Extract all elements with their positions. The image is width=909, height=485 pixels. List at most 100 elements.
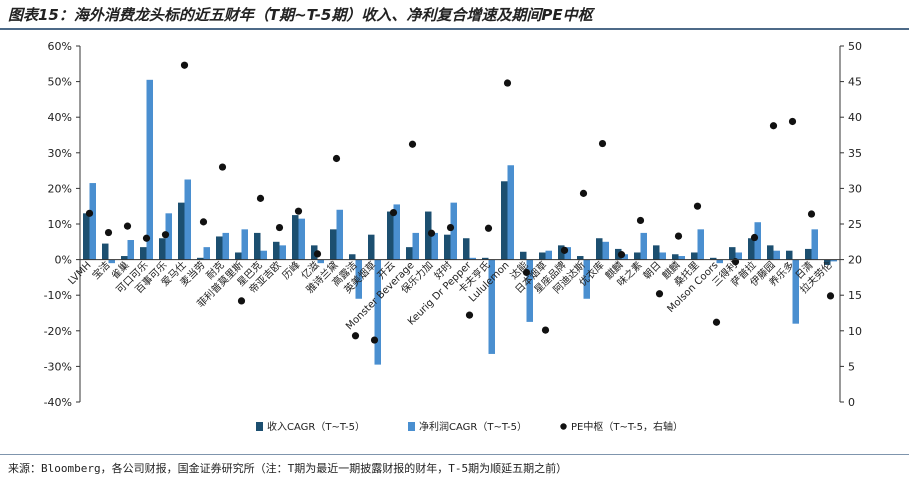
pe-point — [712, 318, 721, 326]
pe-point — [161, 231, 170, 239]
right-tick-label: 10 — [848, 325, 862, 338]
net-profit-bar — [450, 202, 457, 260]
net-profit-bar — [659, 252, 666, 260]
source-rule — [0, 454, 909, 455]
legend-net-profit-swatch — [408, 422, 415, 431]
source-note: 来源：Bloomberg，各公司财报，国金证券研究所（注：T期为最近一期披露财报… — [8, 462, 568, 475]
left-tick-label: -30% — [44, 360, 72, 373]
left-tick-label: 20% — [48, 182, 72, 195]
net-profit-bar — [678, 256, 685, 260]
chart-canvas: -40% -30% -20% -10% 0% 10% 20% 30% 40% 50% 60% 0 5 10… — [44, 40, 862, 433]
pe-point — [85, 209, 94, 217]
pe-point — [332, 154, 341, 163]
pe-point — [427, 229, 436, 237]
net-profit-bar — [393, 204, 400, 260]
net-profit-bar — [564, 247, 571, 260]
revenue-bar — [520, 251, 527, 260]
revenue-bar — [406, 247, 413, 260]
pe-point — [750, 233, 759, 242]
pe-point — [142, 234, 151, 242]
net-profit-bar — [716, 259, 723, 264]
revenue-bar — [273, 241, 280, 260]
net-profit-bar — [298, 218, 305, 260]
net-profit-bar — [184, 179, 191, 260]
left-tick-label: 40% — [48, 111, 72, 124]
revenue-bar — [824, 259, 831, 265]
pe-point — [275, 223, 284, 232]
net-profit-bar — [355, 259, 362, 299]
revenue-bar — [159, 238, 166, 260]
pe-point — [655, 290, 664, 298]
net-profit-bar — [279, 245, 286, 260]
net-profit-bar — [792, 259, 799, 324]
pe-point — [693, 202, 702, 210]
right-tick-label: 0 — [848, 396, 855, 409]
net-profit-bar — [203, 247, 210, 260]
legend-revenue-label: 收入CAGR（T~T-5） — [267, 420, 365, 433]
pe-point — [446, 223, 455, 232]
pe-point — [826, 292, 835, 300]
net-profit-bar — [336, 209, 343, 260]
revenue-bar — [121, 256, 128, 260]
net-profit-bar — [412, 232, 419, 260]
pe-point — [769, 122, 778, 130]
left-tick-label: 30% — [48, 147, 72, 160]
pe-point — [484, 224, 493, 232]
net-profit-bar — [108, 259, 115, 264]
right-tick-label: 15 — [848, 289, 862, 302]
net-profit-bar — [507, 165, 514, 260]
pe-point — [560, 246, 569, 254]
right-tick-label: 25 — [848, 218, 862, 231]
net-profit-bar — [545, 250, 552, 260]
revenue-bar — [596, 238, 603, 260]
revenue-bar — [197, 257, 204, 260]
category-label: 朝日 — [641, 259, 664, 282]
net-profit-bar — [431, 232, 438, 260]
pe-point — [503, 79, 512, 87]
net-profit-bar — [526, 259, 533, 322]
revenue-bar — [805, 248, 812, 260]
pe-point — [294, 207, 303, 215]
net-profit-bar — [621, 254, 628, 260]
net-profit-bar — [583, 259, 590, 299]
revenue-bar — [349, 254, 356, 260]
revenue-bar — [786, 250, 793, 260]
pe-point — [522, 268, 531, 277]
net-profit-bar — [735, 252, 742, 260]
net-profit-bar — [127, 240, 134, 260]
title-rule — [0, 28, 909, 30]
net-profit-bar — [165, 213, 172, 260]
pe-point — [199, 218, 208, 226]
net-profit-bar — [222, 232, 229, 260]
right-tick-label: 20 — [848, 254, 862, 267]
pe-point — [351, 332, 360, 340]
pe-point — [674, 232, 683, 240]
legend-pe-swatch — [560, 423, 567, 430]
revenue-bar — [577, 256, 584, 260]
revenue-bar — [254, 232, 261, 260]
category-label: 历峰 — [280, 259, 303, 282]
left-tick-label: -20% — [44, 325, 72, 338]
legend: 收入CAGR（T~T-5） 净利润CAGR（T~T-5） PE中枢（T~T-5，右轴… — [256, 420, 683, 433]
net-profit-bar — [89, 183, 96, 260]
legend-net-profit-label: 净利润CAGR（T~T-5） — [419, 420, 527, 433]
pe-point — [541, 326, 550, 334]
pe-point — [579, 189, 588, 197]
pe-point — [256, 194, 265, 202]
revenue-bar — [691, 252, 698, 260]
revenue-bar — [539, 252, 546, 260]
chart-title: 图表15：海外消费龙头标的近五财年（T期~T-5期）收入、净利复合增速及期间PE… — [8, 6, 593, 24]
pe-point — [788, 117, 797, 126]
net-profit-bar — [602, 241, 609, 260]
net-profit-bar — [830, 259, 837, 262]
bars-layer — [83, 79, 837, 365]
revenue-bar — [748, 238, 755, 260]
right-tick-label: 40 — [848, 111, 862, 124]
net-profit-bar — [697, 229, 704, 260]
net-profit-bar — [317, 259, 324, 264]
net-profit-bar — [260, 250, 267, 260]
net-profit-bar — [241, 229, 248, 260]
revenue-bar — [368, 234, 375, 260]
net-profit-bar — [811, 229, 818, 260]
legend-revenue-swatch — [256, 422, 263, 431]
